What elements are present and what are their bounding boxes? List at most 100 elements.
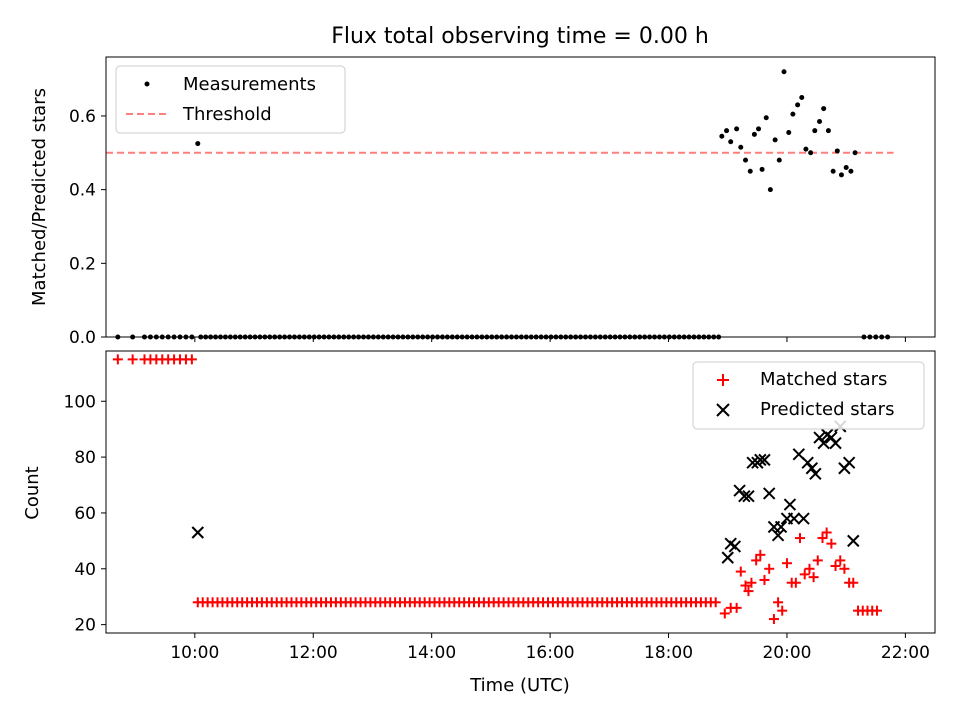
matched-stars-point xyxy=(127,354,138,365)
predicted-stars-point xyxy=(847,534,860,548)
measurement-point xyxy=(830,168,836,174)
matched-stars-point xyxy=(781,558,792,569)
matched-stars-point xyxy=(710,597,721,608)
measurement-point xyxy=(734,126,740,132)
matched-stars-point xyxy=(826,538,837,549)
measurement-point xyxy=(838,172,844,178)
predicted-stars-point xyxy=(191,526,204,539)
x-tick-label: 16:00 xyxy=(526,643,575,663)
matched-stars-point xyxy=(755,549,766,560)
top-panel: 0.0 0.2 0.4 0.6 Matched/Predicted stars Mea… xyxy=(29,56,936,348)
measurement-point xyxy=(848,168,854,174)
measurement-point xyxy=(767,187,773,193)
bottom-y-axis-label: Count xyxy=(22,466,43,519)
measurement-point xyxy=(751,131,757,137)
measurements-legend-label: Measurements xyxy=(183,74,316,95)
predicted-stars-point xyxy=(825,431,838,444)
measurement-point xyxy=(821,106,827,112)
chart-title: Flux total observing time = 0.00 h xyxy=(331,24,709,49)
matched-stars-point xyxy=(764,563,775,574)
bottom-y-tick-label: 80 xyxy=(74,448,96,468)
measurements-legend-marker xyxy=(144,81,150,87)
matched-stars-point xyxy=(773,597,784,608)
predicted-stars-point xyxy=(721,551,734,564)
matched-stars-point xyxy=(186,354,197,365)
measurement-point xyxy=(772,137,778,143)
matched-stars-point xyxy=(871,605,882,616)
predicted-stars-point xyxy=(742,489,755,503)
top-y-tick-label: 0.2 xyxy=(69,254,96,274)
x-tick-label: 22:00 xyxy=(881,643,930,663)
predicted-stars-point xyxy=(813,431,826,444)
measurement-point xyxy=(808,150,814,156)
bottom-y-tick-label: 60 xyxy=(74,504,96,524)
measurement-point xyxy=(786,130,792,136)
matched-stars-point xyxy=(808,572,819,583)
matched-stars-point xyxy=(799,569,810,580)
x-tick-label: 12:00 xyxy=(289,643,338,663)
bottom-y-tick-label: 20 xyxy=(74,616,96,636)
predicted-stars-point xyxy=(842,456,856,469)
matched-stars-point xyxy=(821,527,832,538)
bottom-y-ticks: 20 40 60 80 100 xyxy=(64,392,106,636)
matched-stars-point xyxy=(848,577,859,588)
matched-stars-point xyxy=(746,577,757,588)
x-tick-label: 20:00 xyxy=(762,643,811,663)
top-y-axis-label: Matched/Predicted stars xyxy=(29,88,50,306)
measurement-point xyxy=(776,157,782,163)
measurement-point xyxy=(195,141,201,147)
matched-stars-point xyxy=(743,586,754,597)
matched-stars-point xyxy=(740,580,751,591)
bottom-legend-box xyxy=(692,361,925,430)
x-tick-label: 14:00 xyxy=(407,643,456,663)
predicted-stars-point xyxy=(817,436,830,450)
predicted-stars-point xyxy=(746,456,759,469)
predicted-stars-point xyxy=(771,529,785,542)
bottom-panel-marks xyxy=(112,354,882,625)
bottom-axes-frame xyxy=(105,350,936,634)
matched-stars-point xyxy=(112,354,123,365)
measurement-point xyxy=(825,128,831,134)
measurement-point xyxy=(795,102,801,108)
measurement-point xyxy=(728,139,734,145)
measurement-point xyxy=(759,166,765,172)
matched-stars-point xyxy=(719,608,730,619)
measurement-point xyxy=(724,128,730,134)
measurement-point xyxy=(817,118,823,124)
measurement-point xyxy=(843,165,849,171)
bottom-legend: Matched stars Predicted stars xyxy=(692,361,925,430)
matched-stars-point xyxy=(839,563,850,574)
bottom-panel: 20 40 60 80 100 10:00 12:00 14:00 16:00 18:00 20:… xyxy=(22,350,936,696)
x-tick-label: 18:00 xyxy=(644,643,693,663)
bottom-y-tick-label: 40 xyxy=(74,560,96,580)
matched-stars-point xyxy=(759,574,770,585)
matched-stars-point xyxy=(768,614,779,625)
matched-stars-point xyxy=(731,602,742,613)
matched-stars-point xyxy=(835,555,846,566)
matched-stars-point xyxy=(735,566,746,577)
top-legend-box xyxy=(115,65,346,134)
predicted-stars-legend-marker xyxy=(716,403,730,417)
matched-stars-point xyxy=(777,605,788,616)
threshold-legend-label: Threshold xyxy=(182,104,272,125)
measurement-point xyxy=(747,168,753,174)
measurement-point xyxy=(719,133,725,139)
matched-stars-point xyxy=(812,555,823,566)
measurement-point xyxy=(812,128,818,134)
measurement-point xyxy=(756,126,762,132)
predicted-stars-point xyxy=(728,540,742,553)
x-axis-label: Time (UTC) xyxy=(469,675,570,696)
predicted-stars-point xyxy=(787,512,801,525)
matched-stars-legend-label: Matched stars xyxy=(760,369,887,390)
top-y-tick-label: 0.0 xyxy=(69,328,96,348)
matched-stars-point xyxy=(751,555,762,566)
predicted-stars-point xyxy=(754,453,767,467)
bottom-x-ticks: 10:00 12:00 14:00 16:00 18:00 20:00 22:00 xyxy=(170,633,930,663)
matched-stars-point xyxy=(817,533,828,544)
x-tick-label: 10:00 xyxy=(170,643,219,663)
predicted-stars-point xyxy=(805,462,819,475)
top-x-ticks xyxy=(194,337,906,342)
matched-stars-point xyxy=(794,533,805,544)
top-y-tick-label: 0.6 xyxy=(69,107,96,127)
